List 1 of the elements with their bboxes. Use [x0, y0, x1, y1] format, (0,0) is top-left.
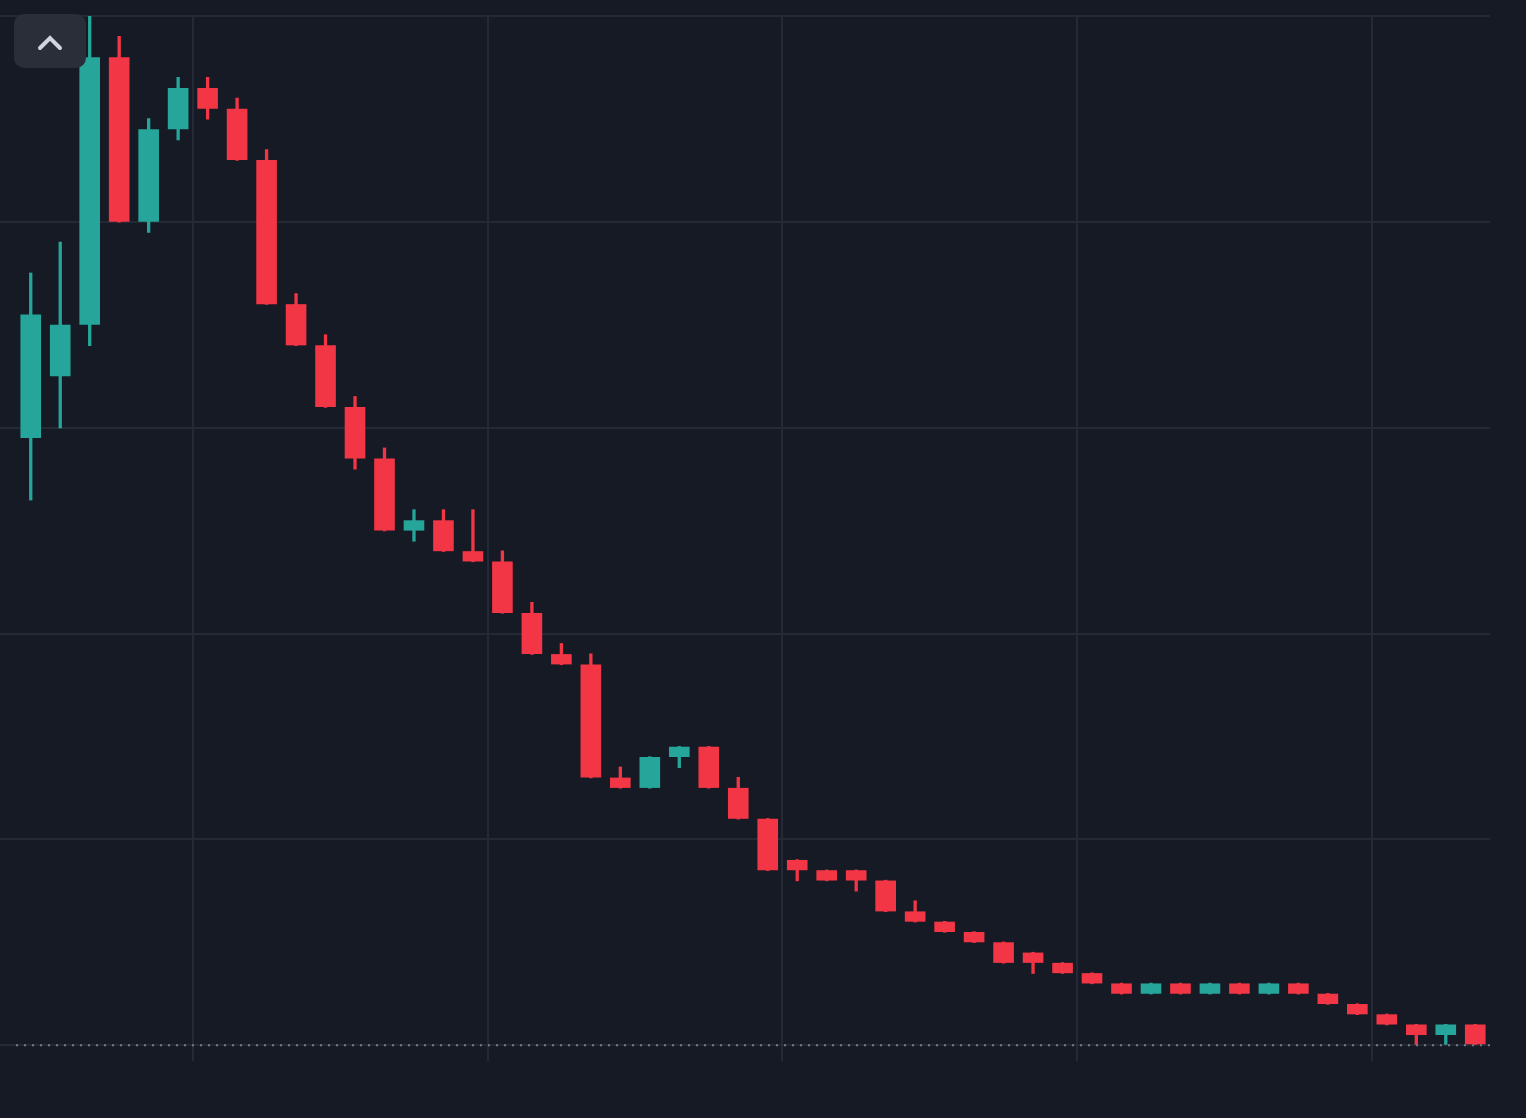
candlestick [462, 509, 484, 563]
